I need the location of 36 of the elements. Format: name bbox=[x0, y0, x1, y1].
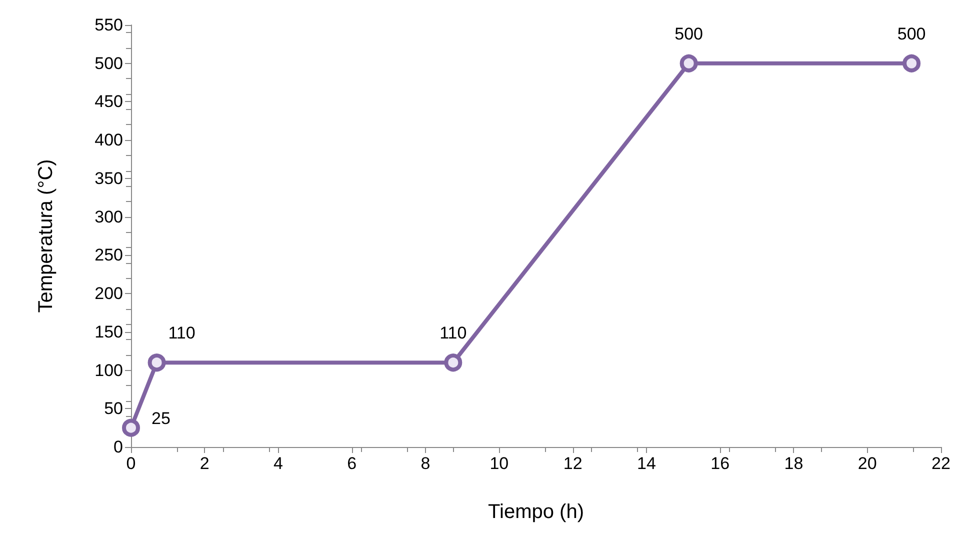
y-tick-label: 250 bbox=[94, 246, 123, 265]
x-tick-label: 10 bbox=[490, 454, 509, 473]
x-tick-label: 20 bbox=[858, 454, 877, 473]
x-tick-label: 16 bbox=[710, 454, 730, 473]
y-axis-title: Temperatura (°C) bbox=[35, 159, 57, 313]
data-label: 110 bbox=[440, 324, 467, 343]
y-tick-label: 300 bbox=[94, 207, 123, 226]
y-tick-label: 350 bbox=[94, 168, 123, 188]
x-tick-label: 22 bbox=[932, 454, 950, 473]
point bbox=[444, 354, 462, 372]
y-tick-label: 50 bbox=[104, 399, 123, 418]
y-tick-label: 450 bbox=[94, 92, 123, 112]
x-axis-title: Tiempo (h) bbox=[488, 501, 584, 523]
x-tick-label: 6 bbox=[347, 454, 357, 473]
y-tick-label: 400 bbox=[94, 130, 123, 150]
y-tick-label: 550 bbox=[94, 16, 123, 34]
data-label: 500 bbox=[674, 24, 703, 44]
x-tick-label: 0 bbox=[126, 454, 136, 473]
data-label: 500 bbox=[897, 24, 926, 44]
x-tick-label: 18 bbox=[784, 454, 804, 473]
point bbox=[148, 354, 166, 372]
x-tick-label: 14 bbox=[636, 454, 656, 473]
y-tick-label: 200 bbox=[94, 284, 123, 304]
point bbox=[902, 54, 921, 72]
y-tick-label: 500 bbox=[94, 54, 123, 73]
y-tick-label: 150 bbox=[94, 322, 123, 342]
x-tick-label: 12 bbox=[563, 454, 582, 473]
y-tick-label: 0 bbox=[114, 438, 123, 456]
data-label: 25 bbox=[152, 408, 170, 428]
x-tick-label: 4 bbox=[274, 454, 284, 473]
data-label: 110 bbox=[168, 324, 196, 343]
x-tick-label: 8 bbox=[420, 454, 430, 473]
x-tick-label: 2 bbox=[200, 454, 210, 473]
point bbox=[122, 418, 140, 437]
y-tick-label: 100 bbox=[94, 360, 123, 380]
point bbox=[680, 54, 698, 72]
